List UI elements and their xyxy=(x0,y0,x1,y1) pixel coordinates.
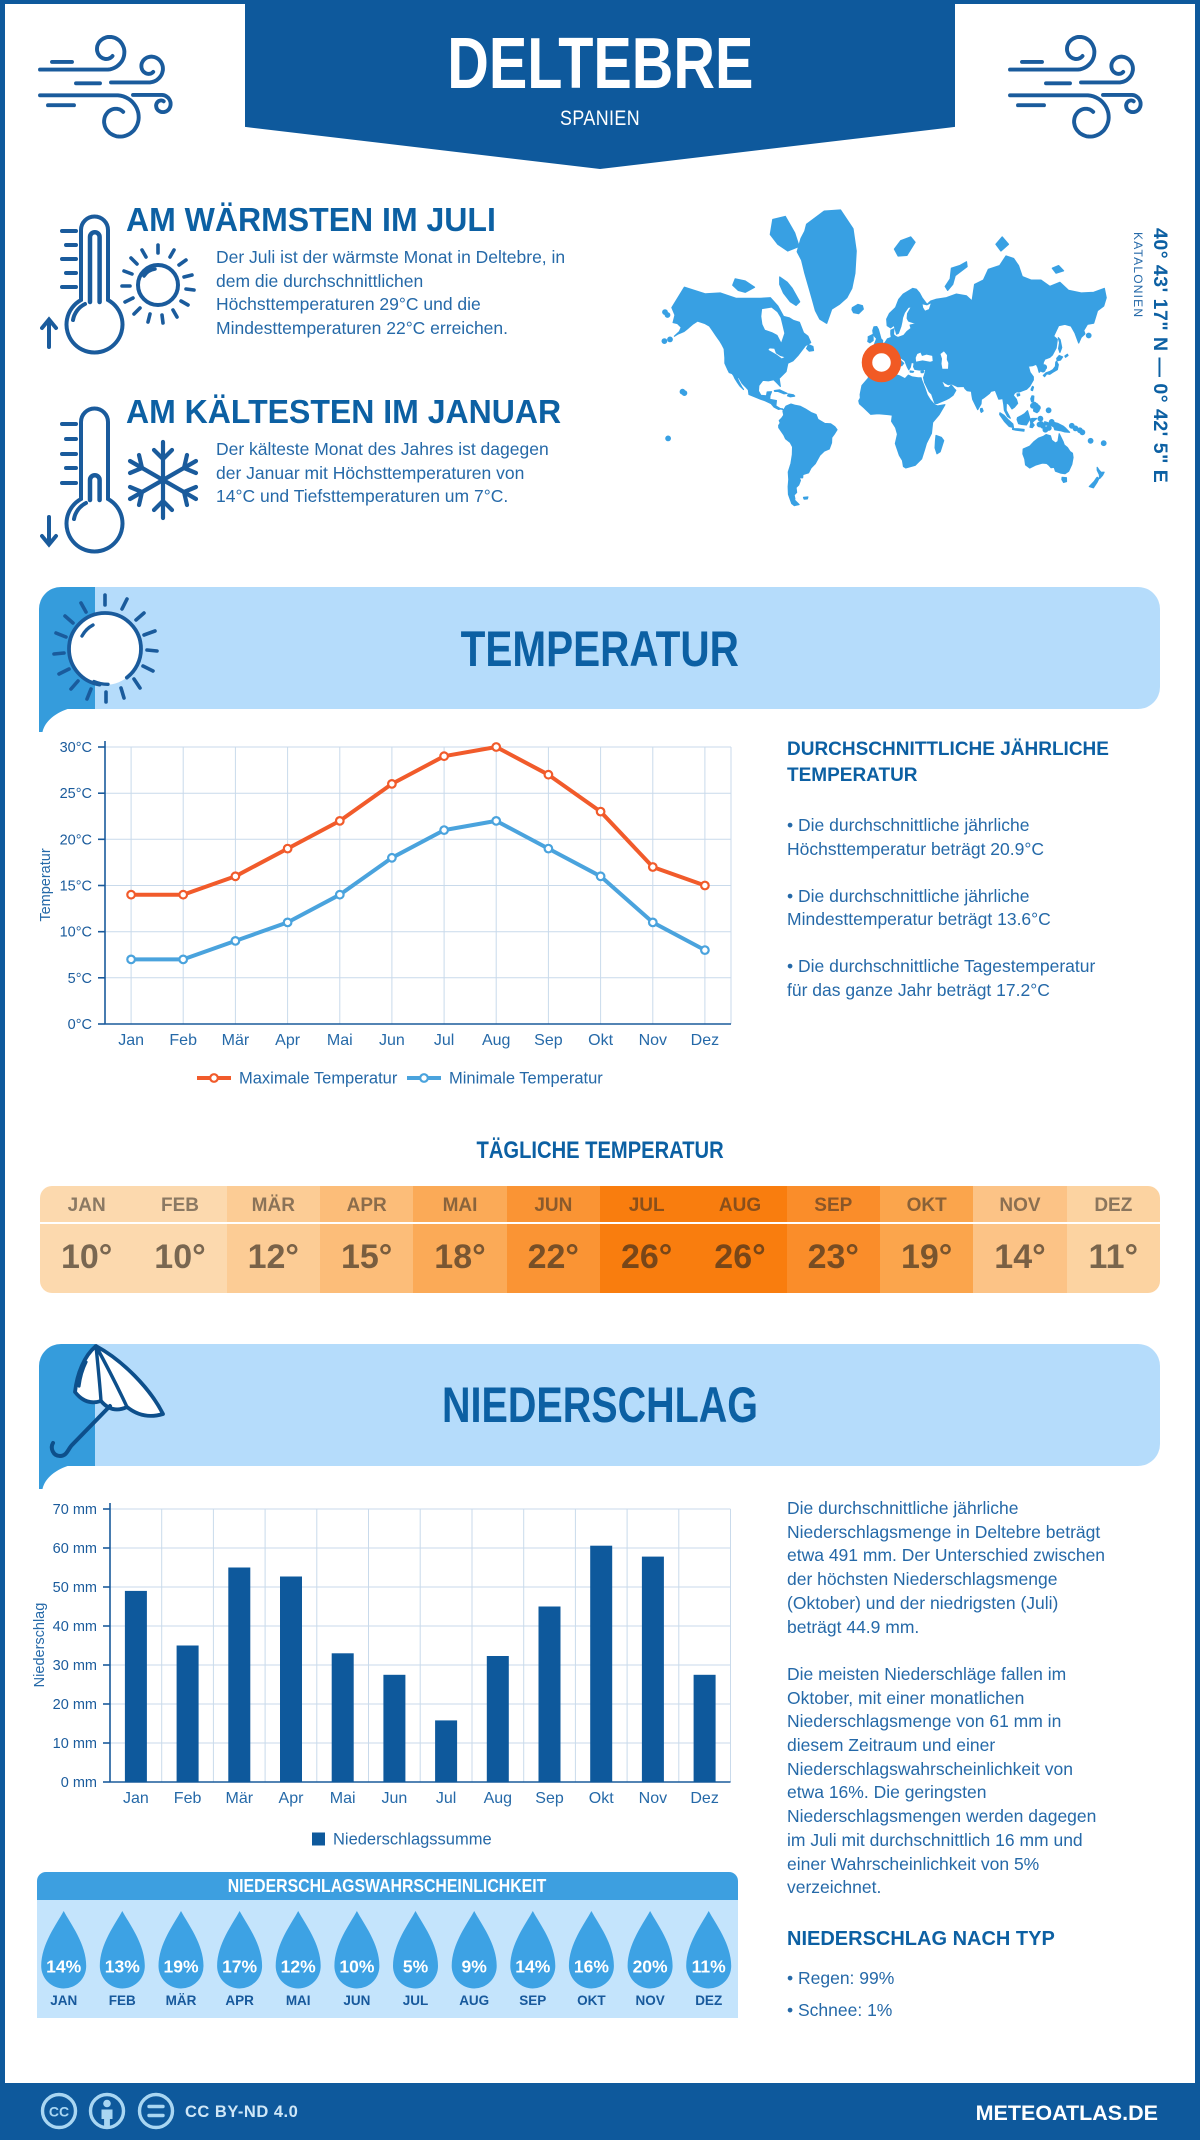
svg-text:Aug: Aug xyxy=(484,1790,512,1807)
svg-text:16%: 16% xyxy=(574,1957,609,1977)
svg-text:Jul: Jul xyxy=(434,1032,454,1049)
svg-text:NOV: NOV xyxy=(635,1993,664,2008)
svg-text:MÄR: MÄR xyxy=(166,1993,197,2008)
svg-text:CC: CC xyxy=(49,2104,69,2120)
svg-text:MAI: MAI xyxy=(286,1993,311,2008)
svg-text:19%: 19% xyxy=(163,1957,198,1977)
svg-text:DEZ: DEZ xyxy=(695,1993,722,2008)
svg-text:10 mm: 10 mm xyxy=(53,1736,97,1752)
svg-text:70 mm: 70 mm xyxy=(53,1502,97,1518)
svg-text:30 mm: 30 mm xyxy=(53,1658,97,1674)
svg-text:5°C: 5°C xyxy=(68,971,92,987)
svg-text:Dez: Dez xyxy=(690,1790,718,1807)
svg-text:Temperatur: Temperatur xyxy=(40,848,54,922)
svg-text:SEP: SEP xyxy=(519,1993,546,2008)
svg-text:5%: 5% xyxy=(403,1957,429,1977)
svg-text:Niederschlagssumme: Niederschlagssumme xyxy=(333,1831,492,1849)
svg-text:Mär: Mär xyxy=(226,1790,254,1807)
svg-text:JAN: JAN xyxy=(50,1993,77,2008)
svg-text:Okt: Okt xyxy=(589,1790,614,1807)
svg-text:15°C: 15°C xyxy=(60,879,92,895)
svg-text:Maximale Temperatur: Maximale Temperatur xyxy=(239,1070,398,1088)
svg-text:20 mm: 20 mm xyxy=(53,1697,97,1713)
svg-text:JUN: JUN xyxy=(343,1993,370,2008)
svg-text:FEB: FEB xyxy=(109,1993,136,2008)
svg-text:0 mm: 0 mm xyxy=(61,1775,97,1791)
svg-text:14%: 14% xyxy=(515,1957,550,1977)
svg-text:Minimale Temperatur: Minimale Temperatur xyxy=(449,1070,603,1088)
svg-text:60 mm: 60 mm xyxy=(53,1541,97,1557)
svg-text:10%: 10% xyxy=(339,1957,374,1977)
svg-text:0°C: 0°C xyxy=(68,1017,92,1033)
svg-text:13%: 13% xyxy=(105,1957,140,1977)
svg-text:Aug: Aug xyxy=(482,1032,510,1049)
svg-text:12%: 12% xyxy=(281,1957,316,1977)
svg-text:50 mm: 50 mm xyxy=(53,1580,97,1596)
svg-text:Nov: Nov xyxy=(639,1032,667,1049)
svg-text:Mai: Mai xyxy=(330,1790,356,1807)
svg-text:14%: 14% xyxy=(46,1957,81,1977)
svg-text:Sep: Sep xyxy=(535,1790,564,1807)
svg-text:Feb: Feb xyxy=(169,1032,197,1049)
svg-text:Nov: Nov xyxy=(639,1790,667,1807)
svg-text:40 mm: 40 mm xyxy=(53,1619,97,1635)
svg-text:Apr: Apr xyxy=(275,1032,301,1049)
svg-text:11%: 11% xyxy=(692,1957,726,1977)
svg-text:30°C: 30°C xyxy=(60,740,92,756)
svg-text:JUL: JUL xyxy=(403,1993,429,2008)
svg-text:Sep: Sep xyxy=(534,1032,563,1049)
svg-text:Jun: Jun xyxy=(379,1032,405,1049)
svg-text:Mär: Mär xyxy=(222,1032,250,1049)
svg-text:25°C: 25°C xyxy=(60,786,92,802)
svg-text:20%: 20% xyxy=(633,1957,668,1977)
svg-text:Okt: Okt xyxy=(588,1032,613,1049)
svg-text:Dez: Dez xyxy=(691,1032,719,1049)
svg-text:Apr: Apr xyxy=(279,1790,305,1807)
svg-text:Jan: Jan xyxy=(118,1032,144,1049)
svg-text:CC BY-ND 4.0: CC BY-ND 4.0 xyxy=(185,2103,298,2121)
svg-text:17%: 17% xyxy=(222,1957,257,1977)
svg-text:Niederschlag: Niederschlag xyxy=(32,1603,48,1688)
svg-text:10°C: 10°C xyxy=(60,925,92,941)
svg-text:Mai: Mai xyxy=(327,1032,353,1049)
svg-text:AUG: AUG xyxy=(459,1993,489,2008)
svg-text:Jul: Jul xyxy=(436,1790,456,1807)
svg-text:Jun: Jun xyxy=(382,1790,408,1807)
svg-text:20°C: 20°C xyxy=(60,832,92,848)
svg-text:Jan: Jan xyxy=(123,1790,149,1807)
svg-text:APR: APR xyxy=(225,1993,254,2008)
svg-text:OKT: OKT xyxy=(577,1993,606,2008)
svg-text:9%: 9% xyxy=(462,1957,488,1977)
svg-text:Feb: Feb xyxy=(174,1790,202,1807)
